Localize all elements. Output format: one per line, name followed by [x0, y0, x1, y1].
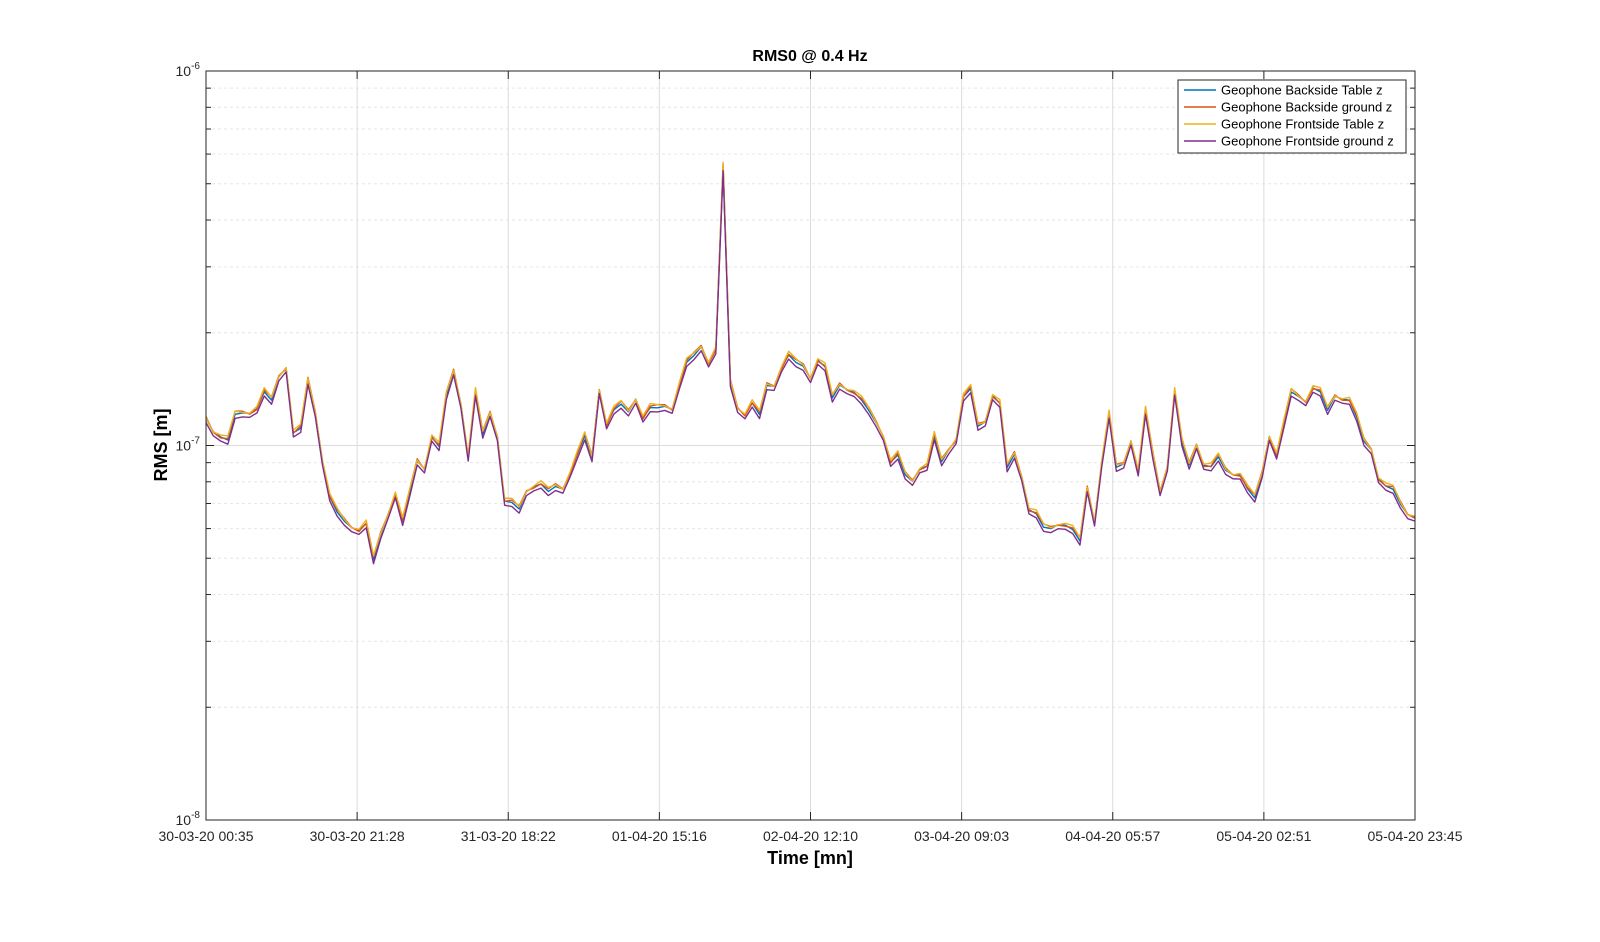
chart-title: RMS0 @ 0.4 Hz: [752, 48, 867, 65]
y-tick-label: 10-8: [176, 810, 201, 828]
x-tick-label: 03-04-20 09:03: [914, 828, 1009, 844]
plot-frame: [205, 70, 1416, 821]
series-lines: [205, 161, 1416, 565]
series-line: [205, 169, 1416, 565]
x-tick-labels: 30-03-20 00:35 30-03-20 21:28 31-03-20 18:…: [159, 828, 1463, 844]
series-line: [205, 161, 1416, 557]
x-axis-label: Time [mn]: [767, 848, 853, 868]
x-tick-label: 05-04-20 23:45: [1368, 828, 1463, 844]
legend-entry: Geophone Backside Table z: [1221, 83, 1383, 98]
x-tick-label: 04-04-20 05:57: [1065, 828, 1160, 844]
grid: [206, 70, 1415, 821]
legend-entry: Geophone Frontside Table z: [1221, 117, 1384, 132]
legend-entry: Geophone Frontside ground z: [1221, 134, 1394, 149]
x-tick-label: 31-03-20 18:22: [461, 828, 556, 844]
y-axis-label: RMS [m]: [151, 409, 171, 482]
x-tick-label: 30-03-20 21:28: [310, 828, 405, 844]
y-tick-label: 10-7: [176, 436, 201, 454]
x-tick-label: 02-04-20 12:10: [763, 828, 858, 844]
y-tick-labels: 10-8 10-7 10-6: [176, 61, 201, 828]
legend-entry: Geophone Backside ground z: [1221, 100, 1392, 115]
x-tick-label: 01-04-20 15:16: [612, 828, 707, 844]
legend: Geophone Backside Table z Geophone Backsi…: [1177, 79, 1407, 154]
y-tick-label: 10-6: [176, 61, 201, 79]
x-tick-label: 30-03-20 00:35: [159, 828, 254, 844]
x-tick-label: 05-04-20 02:51: [1216, 828, 1311, 844]
